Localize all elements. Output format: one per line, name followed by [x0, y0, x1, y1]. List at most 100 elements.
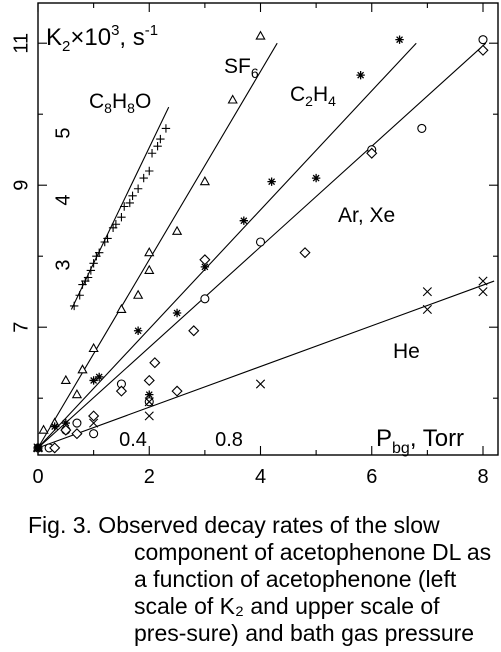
data-point — [77, 364, 88, 374]
axis-ticks: 0 2 4 6 8 7 9 11 3 4 5 0.4 0.8 — [10, 3, 498, 488]
data-point — [255, 30, 266, 40]
data-point — [145, 166, 154, 176]
axis-labels: K2×103, s-1 Pbg, Torr C8H8O SF6 C2H4 Ar,… — [46, 22, 464, 457]
series-label-ar-xe: Ar, Xe — [338, 204, 395, 227]
series-label-c8h8o: C8H8O — [89, 90, 151, 116]
data-point — [172, 308, 182, 318]
data-point — [356, 70, 365, 80]
data-point — [69, 301, 79, 311]
data-point — [171, 225, 183, 235]
data-point — [422, 304, 432, 315]
data-point — [267, 177, 276, 186]
data-point — [89, 429, 99, 439]
y-tick-label: 9 — [10, 180, 32, 191]
data-point — [89, 259, 98, 268]
data-point — [417, 123, 427, 133]
data-point — [311, 173, 321, 183]
data-point — [88, 410, 100, 422]
data-point — [94, 248, 104, 257]
fit-line-sf6 — [37, 42, 278, 449]
data-point — [120, 202, 129, 211]
data-point — [117, 212, 126, 222]
data-point — [395, 35, 404, 44]
x-tick-label: 6 — [366, 466, 377, 488]
data-point — [161, 124, 171, 133]
upper-x-tick-label: 0.8 — [215, 429, 243, 451]
x-tick-label: 0 — [32, 466, 43, 488]
data-point — [478, 287, 488, 297]
data-point — [200, 294, 210, 304]
data-point — [153, 141, 162, 151]
data-point — [147, 149, 157, 158]
data-point — [60, 374, 71, 384]
data-point — [171, 385, 183, 397]
fit-line-c2h4 — [37, 42, 417, 449]
x-tick-label: 8 — [477, 466, 488, 488]
data-point — [188, 325, 200, 337]
data-point — [49, 442, 61, 454]
data-point — [83, 273, 93, 282]
data-point — [149, 357, 161, 369]
data-point — [115, 385, 128, 397]
data-point — [38, 424, 49, 434]
data-point — [133, 326, 143, 335]
y-tick-label: 7 — [10, 322, 32, 333]
data-point — [60, 424, 72, 436]
data-point — [143, 374, 155, 387]
plot-frame — [37, 2, 499, 456]
x-tick-label: 4 — [255, 466, 266, 488]
upper-x-tick-label: 0.4 — [119, 429, 147, 451]
data-point — [86, 266, 96, 275]
data-point — [422, 287, 432, 297]
data-point — [103, 234, 112, 243]
caption-line-1: Fig. 3. Observed decay rates of the slow — [28, 512, 440, 538]
data-point — [144, 411, 154, 421]
data-point — [71, 428, 83, 440]
data-point — [94, 372, 104, 382]
x-axis-label: Pbg, Torr — [376, 425, 464, 457]
data-point — [89, 418, 99, 428]
inner-y-tick-label: 4 — [52, 194, 74, 205]
x-tick-label: 2 — [144, 466, 155, 488]
data-point — [139, 173, 148, 183]
data-point — [116, 303, 127, 313]
inner-y-tick-label: 3 — [52, 259, 74, 270]
data-point — [75, 291, 84, 300]
data-point — [145, 390, 154, 399]
fit-line-he — [37, 280, 495, 449]
fit-line-c8h8o — [70, 106, 170, 310]
data-point — [255, 237, 266, 247]
data-point — [50, 422, 59, 431]
series-label-c2h4: C2H4 — [290, 83, 336, 109]
data-point — [61, 418, 71, 428]
data-point — [478, 35, 488, 45]
data-point — [156, 134, 165, 144]
data-point — [71, 389, 83, 399]
data-point — [299, 247, 311, 259]
y-tick-label: 11 — [10, 33, 32, 54]
data-point — [133, 184, 143, 193]
series-label-he: He — [393, 340, 420, 363]
data-point — [478, 276, 488, 286]
y-axis-label: K2×103, s-1 — [46, 22, 158, 55]
data-point — [144, 247, 155, 257]
data-point — [239, 216, 249, 225]
data-point — [72, 418, 82, 428]
inner-y-tick-label: 5 — [52, 127, 74, 138]
data-point — [125, 198, 134, 208]
data-point — [366, 147, 378, 159]
data-point — [89, 376, 98, 385]
caption-rest: component of acetophenone DL as a functi… — [134, 539, 492, 646]
data-point — [88, 342, 99, 353]
data-point — [144, 264, 155, 274]
data-point — [255, 379, 266, 389]
data-point — [199, 254, 211, 266]
data-point — [227, 94, 238, 104]
data-point — [132, 289, 144, 299]
data-point — [144, 397, 154, 407]
data-point — [128, 191, 137, 201]
figure-caption: Fig. 3. Observed decay rates of the slow… — [28, 512, 496, 647]
data-point — [477, 44, 489, 56]
series-label-sf6: SF6 — [224, 55, 259, 81]
data-point — [111, 220, 121, 229]
